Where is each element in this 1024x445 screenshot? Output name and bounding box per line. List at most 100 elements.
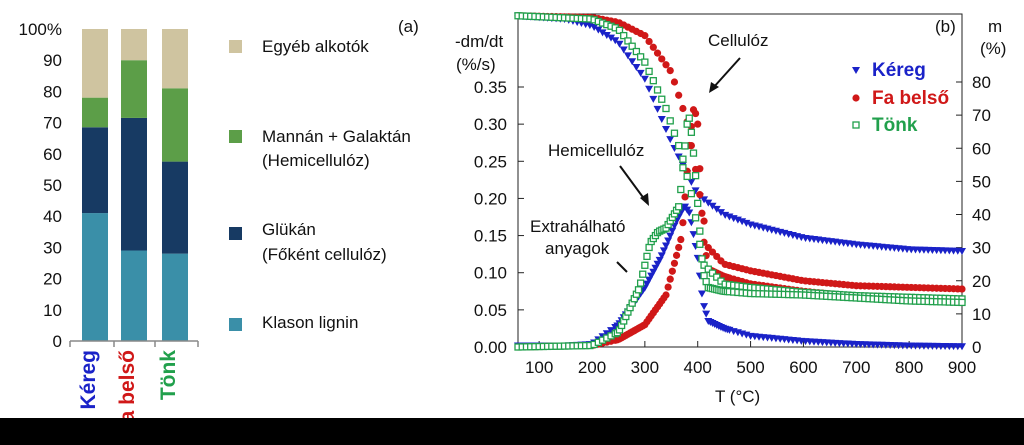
legend-label: Fa belső — [872, 88, 949, 109]
data-point — [611, 37, 620, 45]
legend-swatch — [229, 227, 242, 240]
y-left-tick-label: 0.20 — [474, 189, 507, 208]
data-point — [670, 259, 679, 267]
data-point — [666, 275, 674, 283]
y-tick-label: 90 — [43, 51, 62, 70]
data-point — [590, 24, 599, 32]
data-point — [662, 291, 670, 299]
data-point — [672, 251, 681, 259]
y-right-tick-label: 50 — [972, 172, 991, 191]
data-point — [696, 240, 704, 248]
data-point — [679, 104, 687, 113]
data-point — [628, 42, 636, 50]
data-point — [677, 235, 685, 244]
y-tick-label: 80 — [43, 82, 62, 101]
category-label: Fa belső — [116, 350, 139, 435]
legend-swatch — [229, 40, 242, 53]
y-right-tick-label: 60 — [972, 139, 991, 158]
x-tick-label: 100 — [525, 358, 553, 377]
data-point — [696, 165, 704, 173]
data-point — [852, 67, 860, 74]
annotation-cellulose: Cellulóz — [708, 31, 768, 50]
y-tick-label: 40 — [43, 207, 62, 226]
data-point — [645, 67, 653, 76]
data-point — [624, 37, 632, 45]
data-point — [716, 209, 725, 217]
x-tick-label: 400 — [684, 358, 712, 377]
y-right-tick-label: 40 — [972, 206, 991, 225]
data-point — [704, 199, 713, 207]
data-point — [687, 128, 696, 136]
data-point — [623, 52, 632, 60]
legend-label-line2: (Főként cellulóz) — [262, 245, 387, 264]
data-point — [674, 153, 683, 161]
data-point — [658, 95, 666, 103]
data-point — [670, 129, 679, 137]
category-label: Kéreg — [77, 350, 100, 410]
data-point — [700, 196, 709, 204]
data-point — [649, 43, 657, 51]
data-point — [696, 227, 704, 235]
data-point — [958, 247, 966, 255]
data-point — [632, 64, 641, 72]
y-tick-label: 20 — [43, 270, 62, 289]
annotation-hemicellulose: Hemicellulóz — [548, 141, 644, 160]
y-right-label-line1: m — [988, 17, 1002, 36]
data-point — [653, 49, 662, 57]
data-point — [691, 171, 700, 180]
data-point — [645, 85, 654, 93]
data-point — [649, 95, 658, 103]
data-point — [636, 69, 645, 77]
data-point — [702, 277, 710, 286]
data-point — [712, 205, 721, 213]
data-point — [689, 149, 698, 157]
y-left-label-line1: -dm/dt — [455, 32, 503, 51]
data-point — [662, 126, 670, 134]
data-point — [679, 155, 687, 163]
data-point — [649, 77, 657, 85]
data-point — [692, 109, 700, 118]
y-right-tick-label: 10 — [972, 305, 991, 324]
y-right-tick-label: 80 — [972, 73, 991, 92]
y-tick-label: 0 — [53, 332, 62, 351]
data-point — [675, 243, 683, 252]
data-point — [615, 26, 624, 34]
data-point — [677, 185, 685, 194]
data-point — [639, 270, 647, 278]
data-point — [687, 189, 696, 198]
y-left-tick-label: 0.10 — [474, 264, 507, 283]
data-point — [708, 202, 717, 210]
panel-a-y-ticks: 0 10 20 30 40 50 60 70 80 90 100% — [19, 20, 62, 351]
data-point — [664, 283, 672, 291]
bar-segment — [82, 97, 108, 128]
bar-segment — [82, 213, 108, 341]
annotation-extractives-line2: anyagok — [545, 239, 610, 258]
data-point — [666, 67, 674, 75]
y-left-tick-label: 0.05 — [474, 301, 507, 320]
legend-label: Tönk — [872, 115, 918, 136]
data-point — [641, 32, 649, 40]
legend-label: Glükán — [262, 220, 316, 239]
data-point — [702, 310, 711, 318]
legend-label: Kéreg — [872, 60, 926, 81]
data-point — [619, 46, 628, 54]
data-point — [607, 34, 616, 42]
annotation-hemicellulose-arrowhead — [640, 193, 649, 206]
data-point — [594, 26, 603, 34]
data-point — [657, 115, 666, 123]
legend-label: Mannán + Galaktán — [262, 127, 411, 146]
data-point — [634, 286, 643, 294]
panel-b-series — [514, 12, 966, 351]
data-point — [653, 86, 662, 94]
data-point — [636, 53, 645, 61]
data-point — [708, 269, 717, 277]
data-point — [698, 255, 706, 263]
data-point — [697, 290, 706, 298]
data-point — [670, 78, 679, 86]
data-point — [658, 55, 666, 63]
y-tick-label: 50 — [43, 176, 62, 195]
panel-a-categories: Kéreg Fa belső Tönk — [77, 350, 180, 436]
data-point — [675, 141, 683, 150]
panel-b-ticks: 100 200 300 400 500 600 700 800 9000.000.050.100… — [474, 73, 991, 377]
